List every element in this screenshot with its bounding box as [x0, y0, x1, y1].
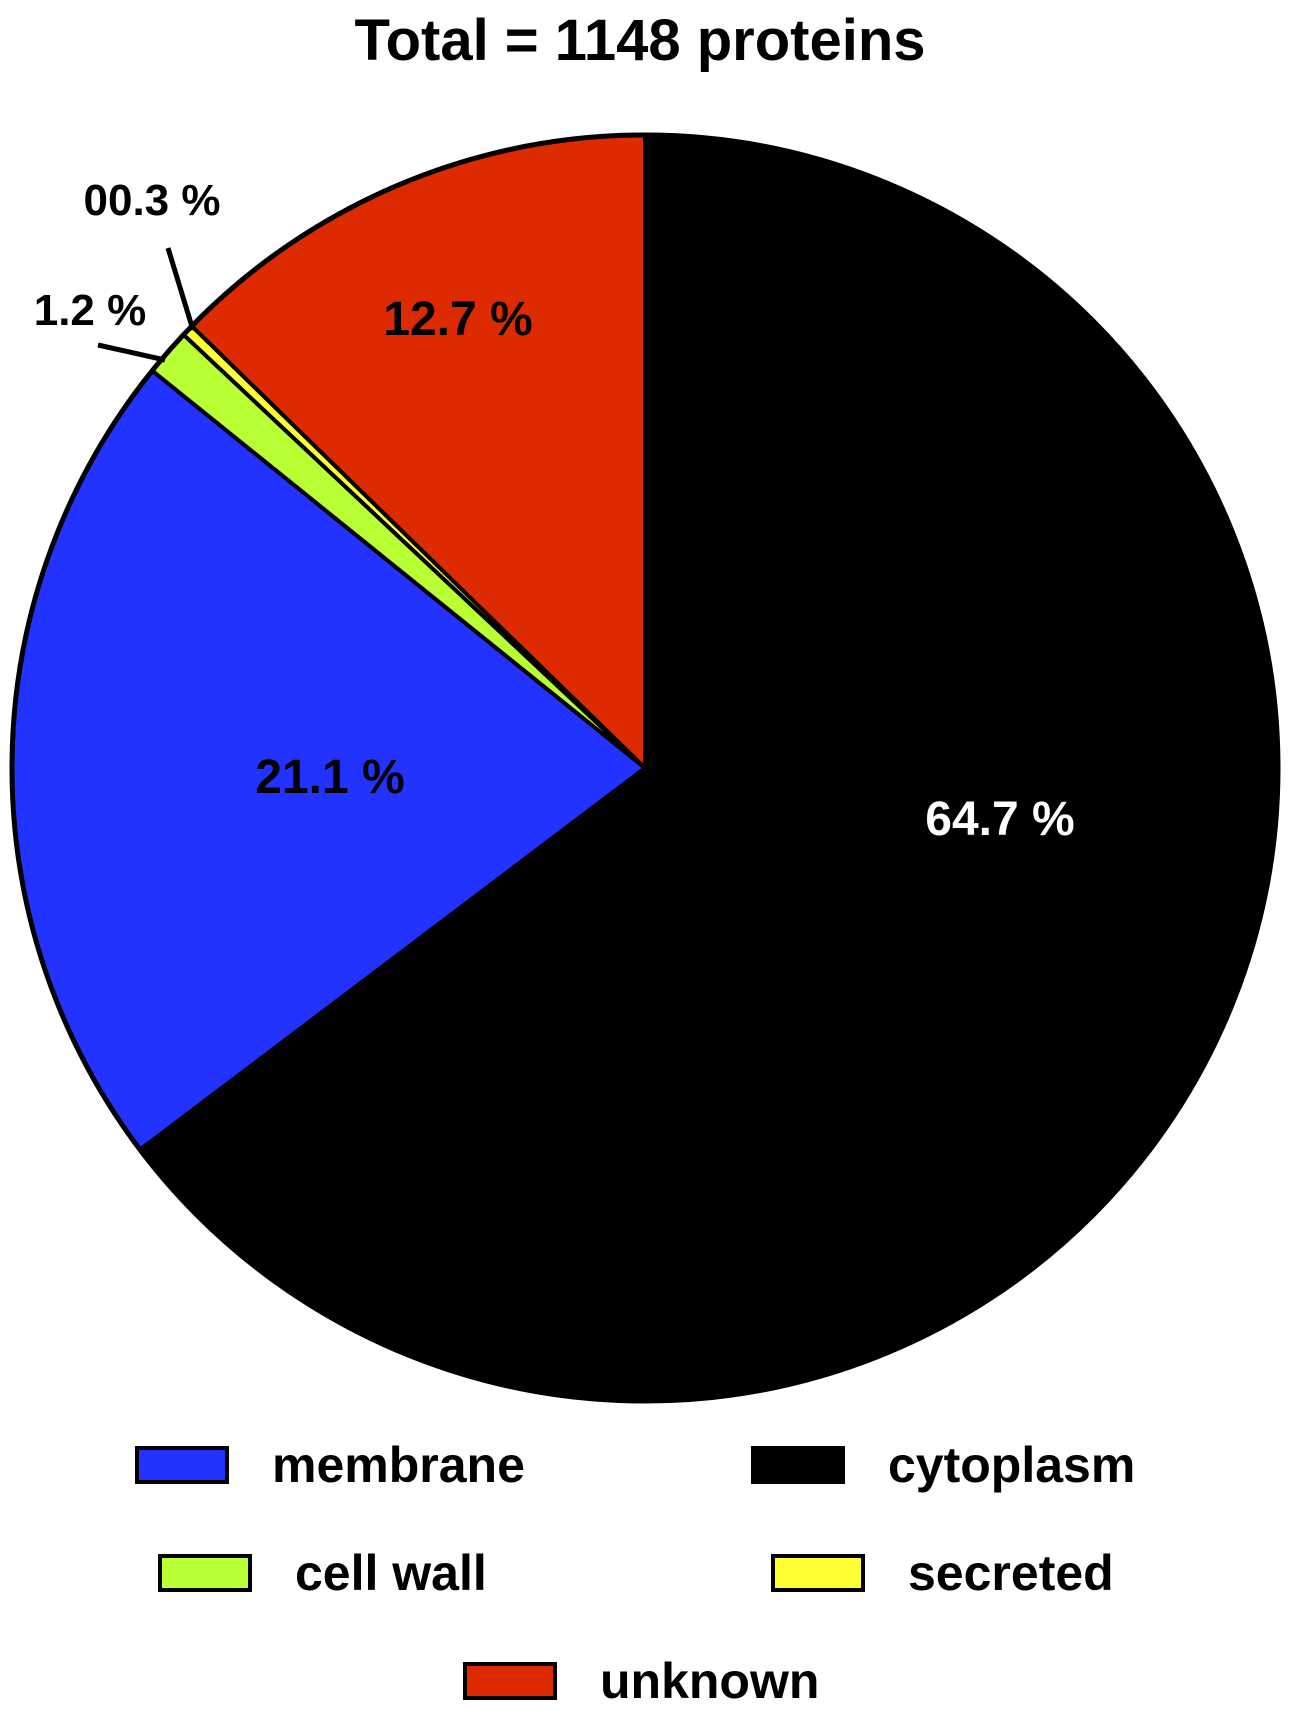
slice-label-cytoplasm: 64.7 %: [925, 793, 1074, 846]
legend-swatch-membrane: [135, 1446, 229, 1484]
legend-label-cytoplasm: cytoplasm: [888, 1437, 1135, 1493]
slice-labels: 64.7 % 21.1 % 1.2 % 00.3 % 12.7 %: [34, 176, 1075, 846]
leader-line-cell-wall: [97, 342, 166, 363]
slice-label-cell-wall: 1.2 %: [34, 286, 147, 335]
legend-item-cytoplasm: cytoplasm: [751, 1437, 1135, 1493]
legend-item-cell-wall: cell wall: [158, 1545, 487, 1601]
slice-label-membrane: 21.1 %: [255, 751, 404, 804]
legend: membrane cytoplasm cell wall secreted unknow…: [135, 1437, 1135, 1709]
pie-slices: [9, 132, 1281, 1404]
legend-item-secreted: secreted: [771, 1545, 1114, 1601]
slice-label-unknown: 12.7 %: [383, 293, 532, 346]
legend-label-unknown: unknown: [600, 1653, 819, 1709]
legend-swatch-secreted: [771, 1554, 865, 1592]
legend-label-cell-wall: cell wall: [295, 1545, 487, 1601]
leader-lines: [97, 247, 196, 363]
legend-swatch-cell-wall: [158, 1554, 252, 1592]
pie-outline: [9, 132, 1281, 1404]
leader-line-secreted: [165, 247, 196, 331]
legend-label-secreted: secreted: [908, 1545, 1114, 1601]
legend-swatch-unknown: [463, 1662, 557, 1700]
legend-label-membrane: membrane: [272, 1437, 525, 1493]
legend-swatch-cytoplasm: [751, 1446, 845, 1484]
legend-item-unknown: unknown: [463, 1653, 819, 1709]
chart-title: Total = 1148 proteins: [354, 8, 925, 73]
legend-item-membrane: membrane: [135, 1437, 525, 1493]
slice-label-secreted: 00.3 %: [84, 176, 221, 225]
